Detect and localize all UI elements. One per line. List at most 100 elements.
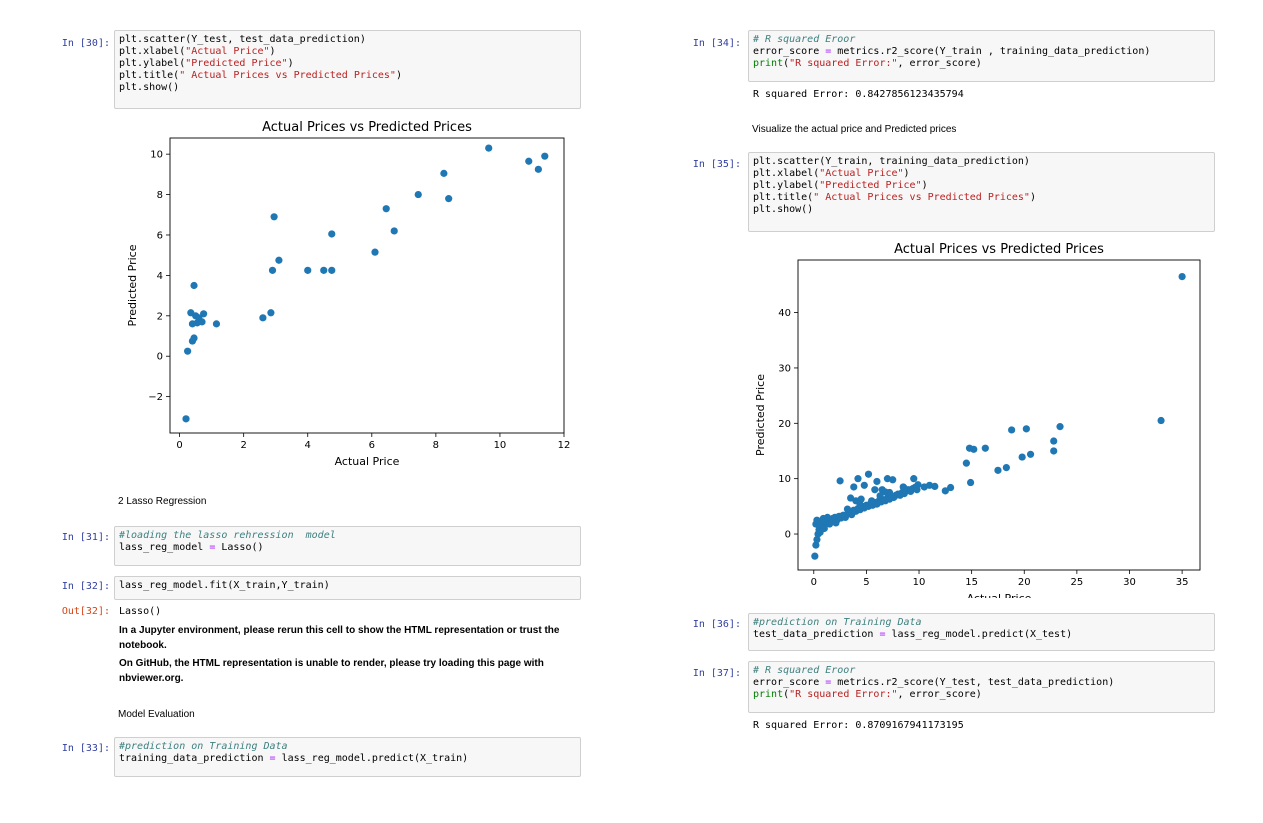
scatter-point: [320, 266, 328, 274]
x-tick-label: 4: [305, 440, 311, 451]
x-axis-label: Actual Price: [967, 592, 1032, 598]
scatter-point: [900, 484, 908, 492]
y-tick-label: 30: [778, 363, 791, 374]
scatter-point: [981, 444, 989, 452]
code-cell-33[interactable]: In [33]: #prediction on Training Data tra…: [0, 737, 600, 777]
scatter-point: [966, 478, 975, 487]
code-line: plt.scatter(Y_test, test_data_prediction…: [119, 34, 366, 45]
scatter-point: [931, 482, 939, 491]
scatter-point: [190, 281, 198, 290]
code-editor[interactable]: plt.scatter(Y_train, training_data_predi…: [748, 152, 1215, 232]
chart-title: Actual Prices vs Predicted Prices: [894, 242, 1104, 257]
code-editor[interactable]: #prediction on Training Data training_dat…: [114, 737, 581, 777]
code-line: #loading the lasso rehression model: [119, 530, 336, 541]
scatter-point: [525, 157, 533, 165]
scatter-point: [856, 501, 864, 509]
scatter-point: [914, 481, 922, 489]
code-line: plt.show(): [753, 204, 814, 215]
scatter-point: [182, 415, 190, 423]
scatter-point: [946, 483, 955, 492]
x-tick-label: 5: [863, 577, 869, 588]
code-editor[interactable]: lass_reg_model.fit(X_train,Y_train): [114, 576, 581, 600]
code-cell-37[interactable]: In [37]: # R squared Eroor error_score = …: [640, 661, 1240, 713]
code-editor[interactable]: plt.scatter(Y_test, test_data_prediction…: [114, 30, 581, 109]
output-text-lasso: Lasso(): [119, 606, 162, 617]
x-tick-label: 30: [1123, 577, 1136, 588]
scatter-point: [811, 552, 819, 560]
markdown-heading-lasso: 2 Lasso Regression: [118, 496, 207, 507]
x-axis-label: Actual Price: [335, 455, 400, 468]
code-cell-36[interactable]: In [36]: #prediction on Training Data tes…: [640, 613, 1240, 653]
scatter-point: [371, 248, 379, 256]
scatter-point: [994, 466, 1002, 474]
scatter-point: [820, 524, 828, 533]
code-cell-35[interactable]: In [35]: plt.scatter(Y_train, training_d…: [640, 152, 1240, 232]
scatter-point: [876, 492, 884, 500]
scatter-point: [1178, 273, 1186, 281]
y-tick-label: 2: [157, 311, 163, 322]
x-tick-label: 6: [369, 440, 375, 451]
y-tick-label: 4: [157, 271, 163, 282]
code-cell-32[interactable]: In [32]: lass_reg_model.fit(X_train,Y_tr…: [0, 576, 600, 600]
y-axis-label: Predicted Price: [126, 244, 139, 326]
code-line: plt.xlabel("Actual Price"): [119, 46, 276, 57]
scatter-point: [440, 169, 448, 177]
code-editor[interactable]: #loading the lasso rehression model lass_…: [114, 526, 581, 566]
plot-frame: [797, 259, 1201, 571]
x-tick-label: 8: [433, 440, 439, 451]
x-tick-label: 0: [811, 577, 817, 588]
scatter-point: [275, 256, 283, 264]
scatter-point: [1008, 426, 1016, 434]
scatter-point: [304, 266, 312, 274]
scatter-point: [541, 152, 549, 160]
y-tick-label: 20: [778, 419, 791, 430]
scatter-point: [534, 165, 542, 173]
x-tick-label: 20: [1018, 577, 1031, 588]
scatter-point: [382, 205, 390, 213]
scatter-point: [414, 190, 422, 199]
scatter-point: [823, 513, 832, 522]
scatter-point: [1018, 453, 1026, 461]
scatter-point: [1050, 447, 1058, 455]
code-cell-30[interactable]: In [30]: plt.scatter(Y_test, test_data_p…: [0, 30, 600, 110]
scatter-point: [864, 470, 873, 478]
scatter-point: [871, 486, 879, 494]
code-line: plt.title(" Actual Prices vs Predicted P…: [753, 192, 1036, 203]
scatter-point: [962, 459, 970, 467]
scatter-point: [970, 445, 978, 453]
cell-prompt: In [35]:: [692, 159, 741, 170]
code-cell-34[interactable]: In [34]: # R squared Eroor error_score = …: [640, 30, 1240, 82]
scatter-point: [1022, 425, 1030, 433]
y-tick-label: −2: [148, 392, 163, 403]
scatter-point: [854, 475, 862, 483]
scatter-point: [850, 483, 858, 491]
scatter-point: [328, 230, 336, 238]
output-prompt: Out[32]:: [61, 606, 110, 617]
code-line: print("R squared Error:", error_score): [753, 689, 982, 700]
scatter-point: [184, 347, 192, 355]
scatter-point: [390, 227, 398, 235]
y-tick-label: 0: [157, 352, 163, 363]
code-editor[interactable]: # R squared Eroor error_score = metrics.r…: [748, 661, 1215, 713]
output-r2-train: R squared Error: 0.8427856123435794: [753, 89, 964, 100]
chart-title: Actual Prices vs Predicted Prices: [262, 120, 472, 135]
x-tick-label: 12: [558, 440, 571, 451]
scatter-point: [941, 487, 949, 495]
warning-line-jupyter: In a Jupyter environment, please rerun t…: [119, 625, 560, 651]
scatter-point: [860, 481, 868, 489]
scatter-point: [812, 541, 820, 549]
y-axis-label: Predicted Price: [754, 374, 767, 456]
code-editor[interactable]: # R squared Eroor error_score = metrics.r…: [748, 30, 1215, 82]
code-line: #prediction on Training Data: [753, 617, 922, 628]
scatter-point: [836, 477, 844, 485]
scatter-point: [268, 266, 277, 274]
plot-frame: [169, 137, 565, 434]
scatter-point: [1157, 416, 1165, 425]
code-cell-31[interactable]: In [31]: #loading the lasso rehression m…: [0, 526, 600, 566]
scatter-point: [445, 195, 453, 203]
code-line: # R squared Eroor: [753, 34, 856, 45]
scatter-point: [868, 497, 876, 505]
code-editor[interactable]: #prediction on Training Data test_data_pr…: [748, 613, 1215, 651]
scatter-point: [485, 144, 493, 152]
cell-prompt: In [34]:: [692, 38, 741, 49]
